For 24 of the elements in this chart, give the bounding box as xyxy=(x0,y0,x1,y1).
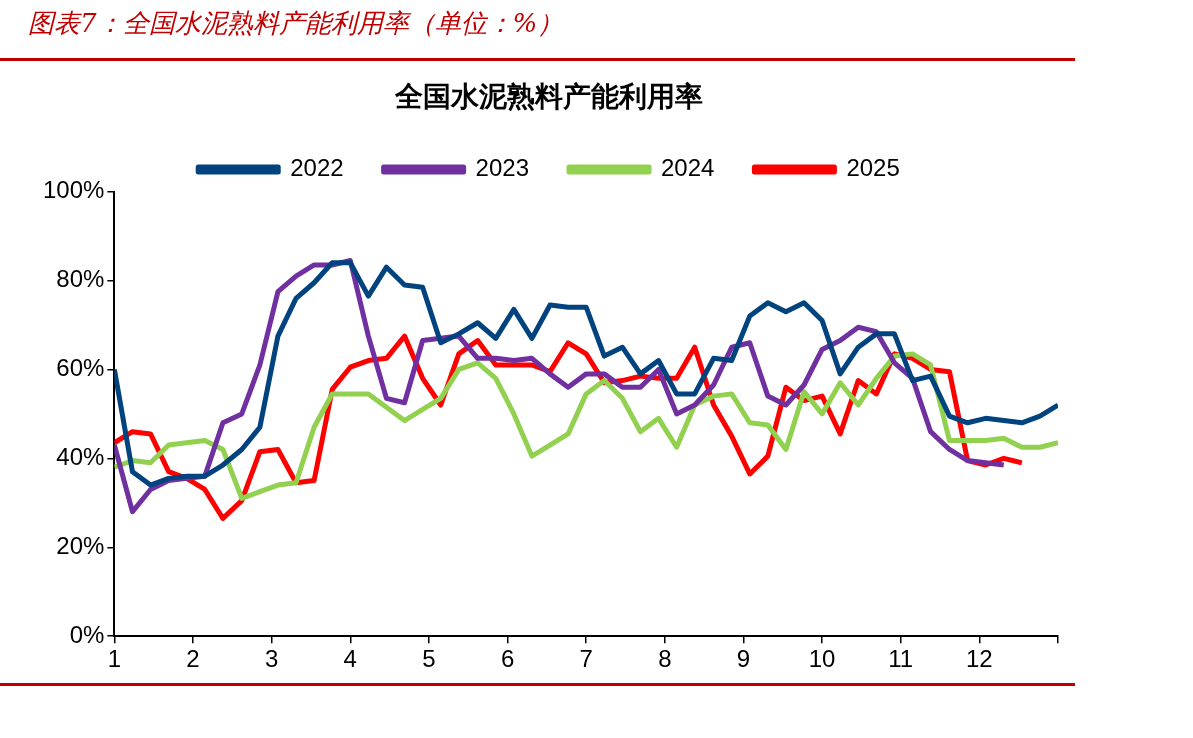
y-tick-label: 0% xyxy=(69,620,105,648)
x-tick-label: 7 xyxy=(579,645,593,673)
y-tick-label: 40% xyxy=(56,442,105,470)
x-tick-label: 1 xyxy=(107,645,122,673)
x-tick-label: 12 xyxy=(966,645,993,673)
x-tick-label: 10 xyxy=(808,645,836,673)
x-tick-label: 6 xyxy=(500,645,515,673)
x-tick-label: 4 xyxy=(343,645,357,673)
x-tick-label: 8 xyxy=(658,645,672,673)
legend-label: 2022 xyxy=(290,154,344,182)
x-tick-label: 9 xyxy=(736,645,751,673)
y-tick-label: 20% xyxy=(56,531,105,559)
legend-label: 2024 xyxy=(661,154,715,182)
y-tick-label: 100% xyxy=(42,176,105,204)
y-tick-label: 80% xyxy=(56,265,105,293)
y-tick-label: 60% xyxy=(56,354,105,382)
x-tick-label: 11 xyxy=(888,645,914,673)
legend-label: 2025 xyxy=(846,154,900,182)
text: 图表7：全国水泥熟料产能利用率（单位：%） xyxy=(28,7,564,40)
x-tick-label: 3 xyxy=(264,645,279,673)
x-tick-label: 5 xyxy=(422,645,436,673)
x-tick-label: 2 xyxy=(186,645,200,673)
legend-label: 2023 xyxy=(475,154,529,182)
chart-title: 全国水泥熟料产能利用率 xyxy=(394,80,703,114)
